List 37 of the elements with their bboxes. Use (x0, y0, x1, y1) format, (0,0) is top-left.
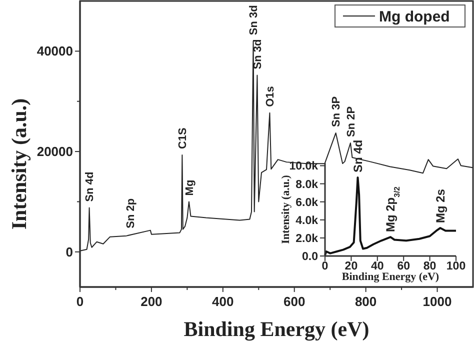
x-tick-label: 40 (371, 260, 384, 272)
x-tick-label: 0 (76, 294, 84, 309)
y-tick-label: 0.0 (302, 251, 318, 264)
x-tick-label: 400 (212, 294, 234, 309)
x-tick-label: 600 (284, 294, 306, 309)
x-tick-label: 0 (322, 260, 328, 272)
x-tick-label: 60 (397, 260, 410, 272)
annotation: O1s (264, 86, 277, 107)
x-tick-label: 20 (344, 260, 358, 272)
x-tick-label: 80 (423, 260, 436, 272)
annotation: Sn 3d (248, 5, 260, 36)
y-tick-label: 0 (66, 244, 73, 260)
y-axis-title: Intensity (a.u.) (7, 98, 31, 230)
annotation: Sn 2P (345, 106, 358, 137)
y-tick-label: 6.0k (296, 196, 319, 209)
y-tick-label: 4.0k (296, 214, 319, 227)
y-tick-label: 20000 (36, 144, 73, 160)
line-series (80, 40, 474, 252)
annotation: C1S (177, 128, 190, 150)
annotation: Sn 4d (350, 140, 365, 172)
y-axis-title: Intensity (a.u.) (280, 174, 292, 244)
y-tick-label: 2.0k (296, 232, 319, 245)
annotation: Sn 3d (252, 39, 264, 70)
x-tick-label: 100 (446, 260, 466, 272)
legend-label: Mg doped (379, 8, 450, 26)
x-axis-title: Binding Energy (eV) (342, 271, 440, 283)
annotation: Mg 2s (433, 188, 448, 224)
annotation: Sn 3P (330, 96, 343, 127)
x-tick-label: 1000 (422, 294, 452, 309)
annotation: Sn 2p (124, 198, 137, 228)
annotation: Sn 4d (84, 172, 96, 202)
y-tick-label: 40000 (36, 44, 73, 59)
x-tick-label: 800 (354, 294, 377, 309)
y-tick-label: 8.0k (296, 178, 319, 191)
x-tick-label: 200 (140, 294, 162, 309)
annotation: Mg (184, 180, 196, 196)
x-axis-title: Binding Energy (eV) (184, 317, 370, 341)
